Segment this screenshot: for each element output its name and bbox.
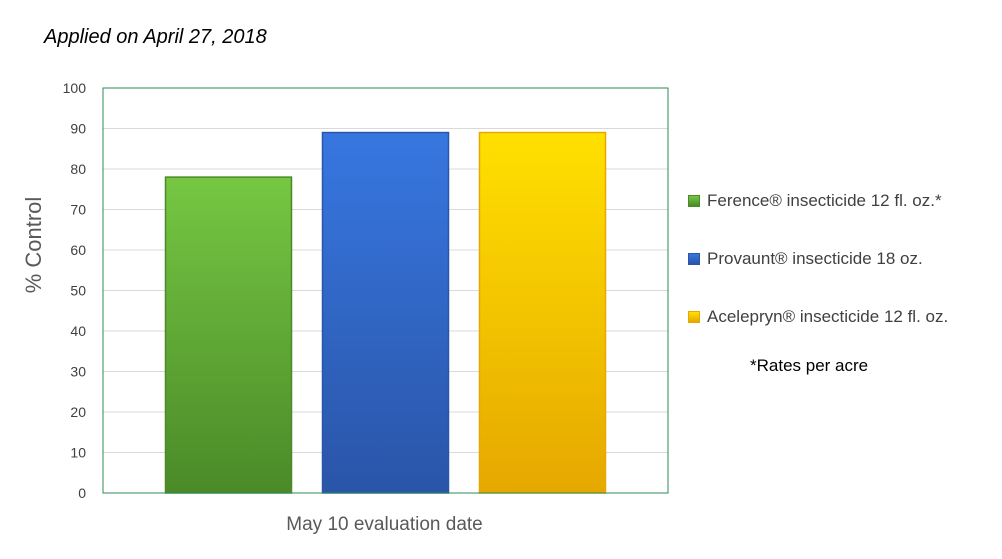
legend-item-provaunt: Provaunt® insecticide 18 oz. bbox=[688, 244, 998, 274]
x-axis-label: May 10 evaluation date bbox=[286, 514, 482, 535]
bars bbox=[164, 131, 607, 494]
rates-note: *Rates per acre bbox=[750, 356, 869, 375]
y-tick-label-20: 20 bbox=[70, 404, 86, 420]
legend-label-ference: Ference® insecticide 12 fl. oz.* bbox=[707, 191, 942, 210]
legend: Ference® insecticide 12 fl. oz.* Provaun… bbox=[688, 186, 998, 360]
y-axis-ticks: 0 10 20 30 40 50 60 70 80 90 100 bbox=[63, 80, 87, 501]
bar-series-2 bbox=[478, 131, 607, 494]
bar-series-0 bbox=[164, 176, 293, 494]
y-tick-label-10: 10 bbox=[70, 445, 86, 461]
y-tick-label-80: 80 bbox=[70, 161, 86, 177]
legend-swatch-acelepryn bbox=[688, 311, 700, 323]
y-tick-label-50: 50 bbox=[70, 283, 86, 299]
legend-swatch-provaunt bbox=[688, 253, 700, 265]
plot-area-border bbox=[102, 87, 669, 494]
legend-label-acelepryn: Acelepryn® insecticide 12 fl. oz. bbox=[707, 307, 949, 326]
y-axis-label: % Control bbox=[21, 197, 46, 294]
legend-item-ference: Ference® insecticide 12 fl. oz.* bbox=[688, 186, 998, 216]
y-tick-label-100: 100 bbox=[63, 80, 87, 96]
chart-subtitle: Applied on April 27, 2018 bbox=[44, 26, 267, 48]
legend-item-acelepryn: Acelepryn® insecticide 12 fl. oz. bbox=[688, 302, 998, 332]
y-tick-label-90: 90 bbox=[70, 121, 86, 137]
y-tick-label-70: 70 bbox=[70, 202, 86, 218]
legend-swatch-ference bbox=[688, 195, 700, 207]
y-tick-label-60: 60 bbox=[70, 242, 86, 258]
legend-label-provaunt: Provaunt® insecticide 18 oz. bbox=[707, 249, 923, 268]
y-tick-label-40: 40 bbox=[70, 323, 86, 339]
y-tick-label-0: 0 bbox=[78, 485, 86, 501]
y-tick-label-30: 30 bbox=[70, 364, 86, 380]
bar-series-1 bbox=[321, 131, 450, 494]
